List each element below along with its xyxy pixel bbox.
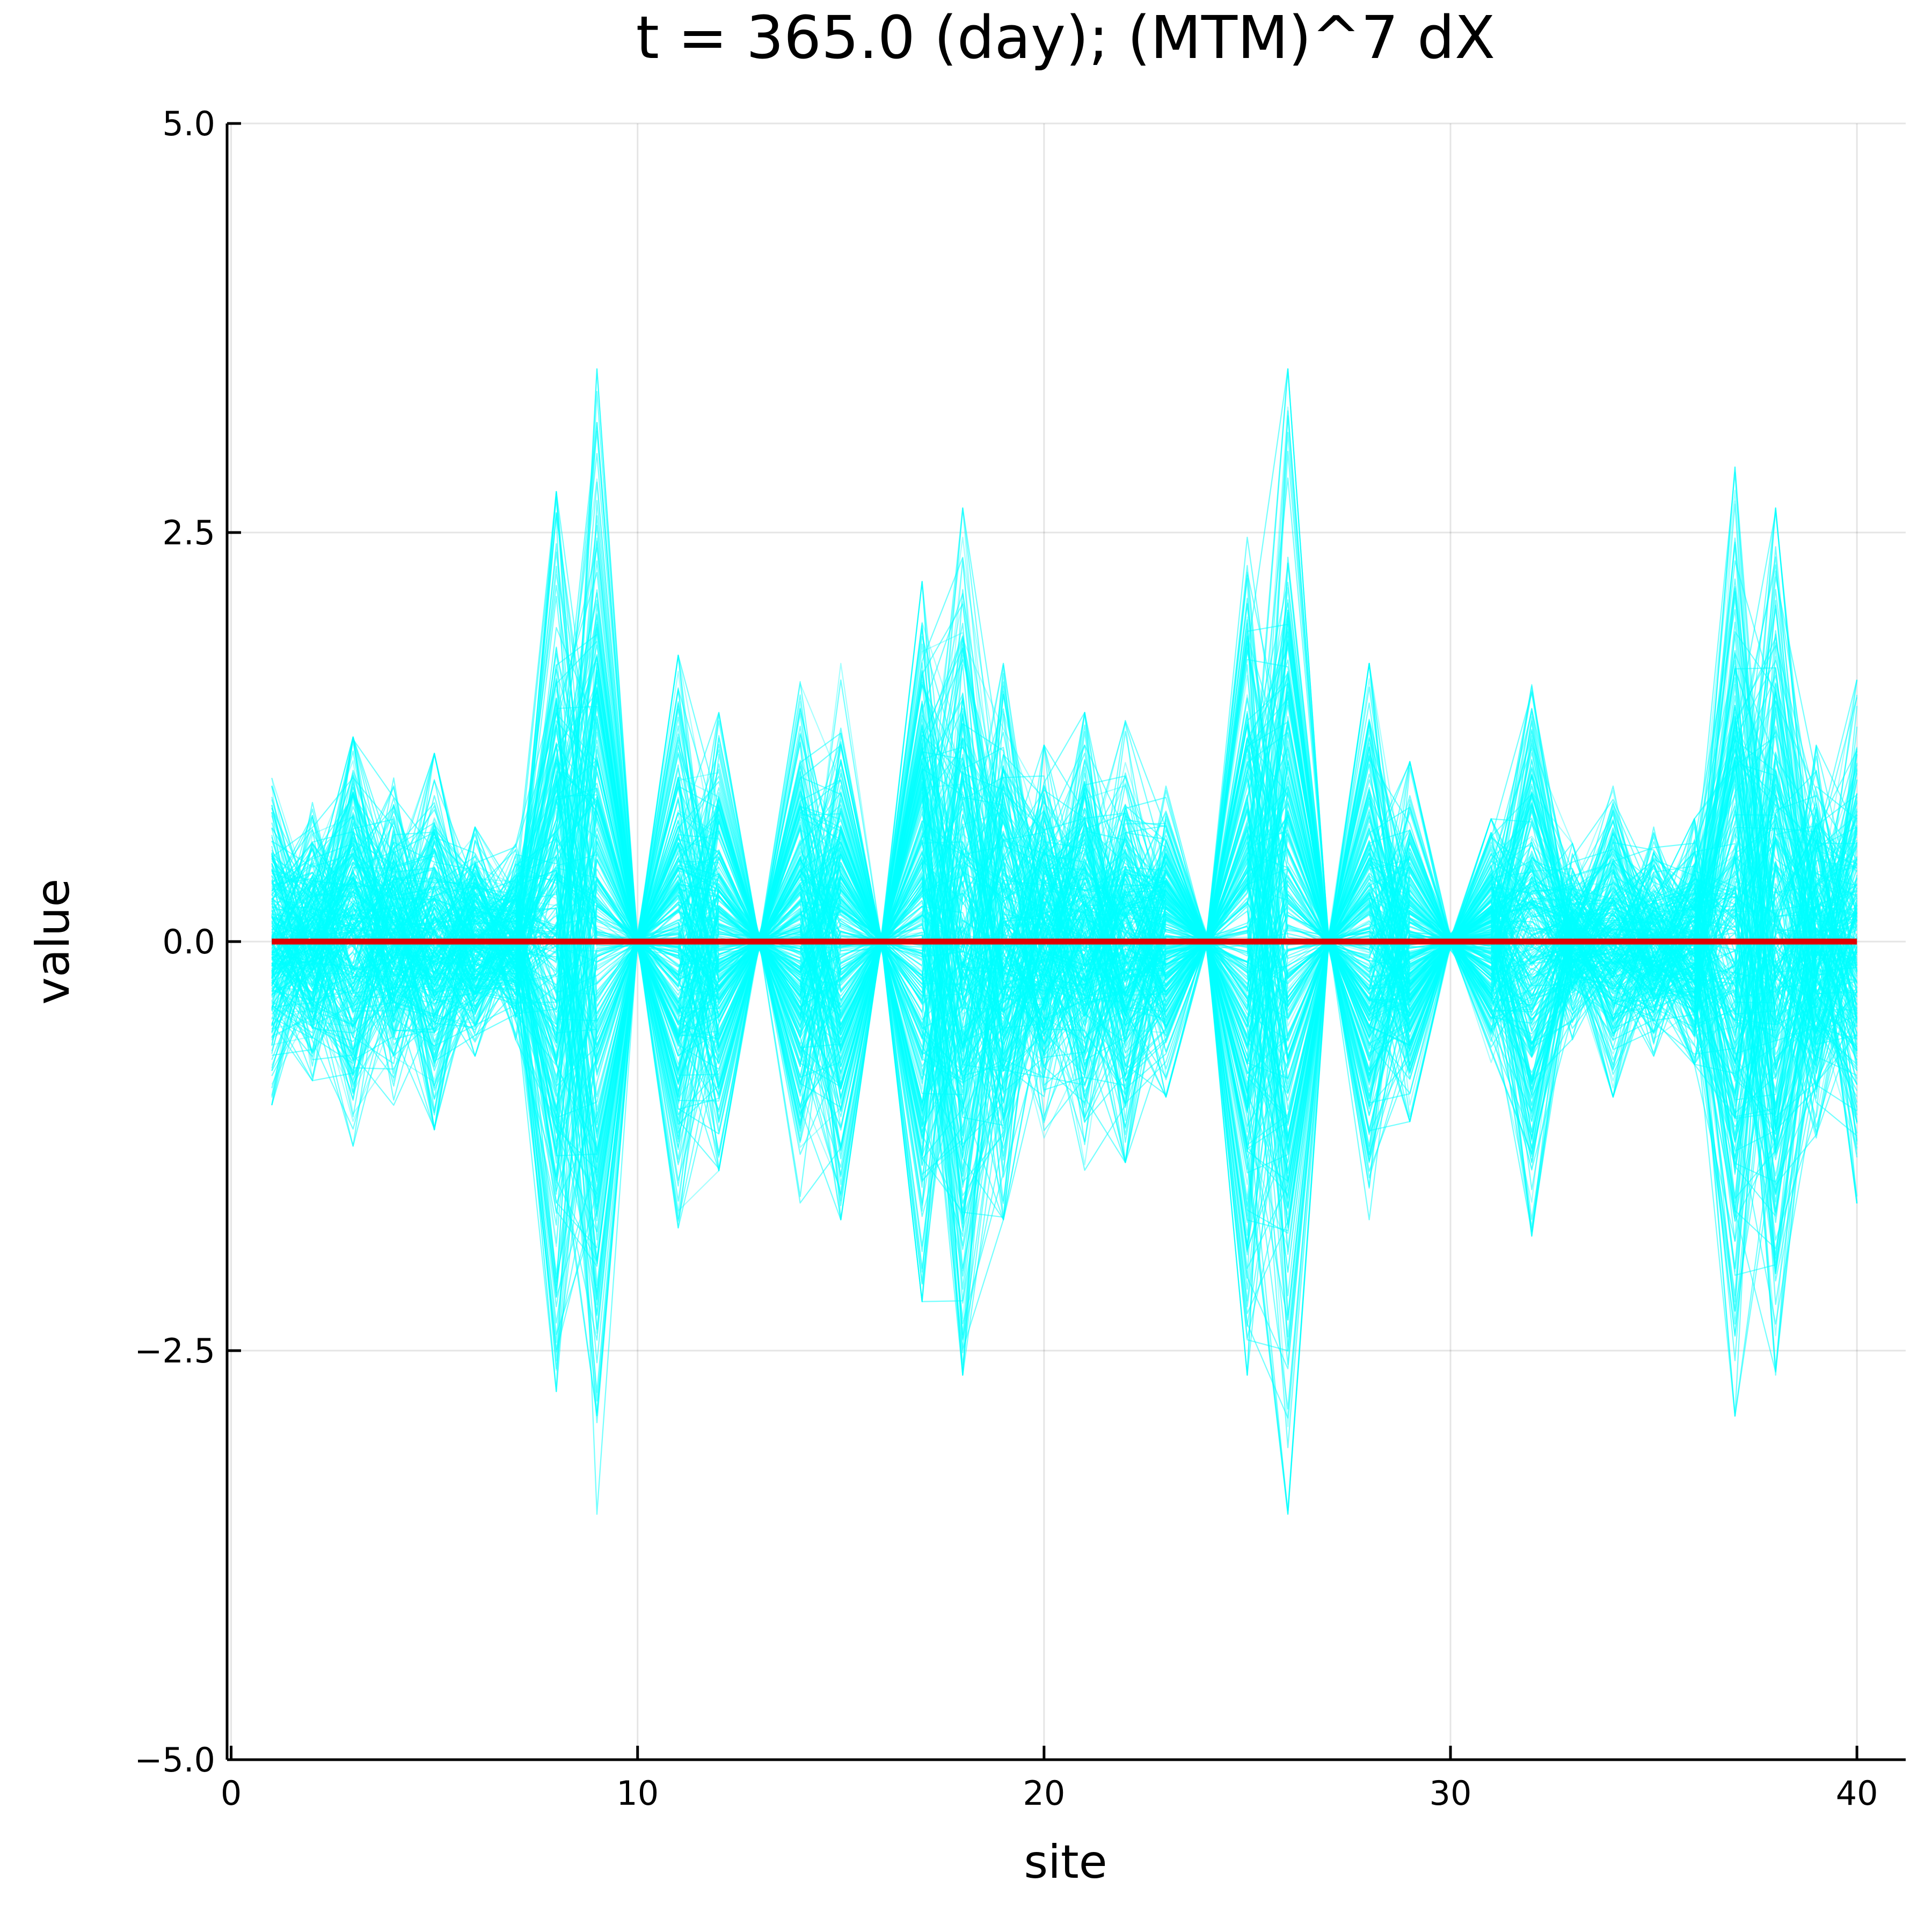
- ensemble-member-line: [271, 669, 1858, 1246]
- plot-area: [271, 368, 1858, 1515]
- y-tick-label: 5.0: [162, 104, 215, 143]
- ensemble-member-line: [271, 589, 1858, 1157]
- x-tick-label: 0: [221, 1774, 242, 1813]
- ensemble-member-line: [271, 491, 1858, 1252]
- y-tick-label: −5.0: [134, 1740, 215, 1780]
- x-tick-label: 30: [1430, 1774, 1472, 1813]
- ensemble-member-line: [271, 647, 1858, 1448]
- ensemble-member-line: [271, 697, 1858, 1267]
- ensemble-member-line: [271, 671, 1858, 1155]
- x-axis-label: site: [1024, 1835, 1107, 1889]
- ensemble-member-line: [271, 604, 1858, 1142]
- y-tick-label: 2.5: [162, 513, 215, 552]
- x-tick-label: 40: [1836, 1774, 1878, 1813]
- x-ticks: 0 10 20 30 40: [221, 1746, 1878, 1813]
- ensemble-member-line: [271, 683, 1858, 1213]
- ensemble-member-line: [271, 738, 1858, 1416]
- ensemble-member-line: [271, 619, 1858, 1264]
- ensemble-member-line: [271, 565, 1858, 1312]
- chart-title: t = 365.0 (day); (MTM)^7 dX: [636, 3, 1495, 72]
- ensemble-member-line: [271, 662, 1858, 1308]
- ensemble-member-line: [272, 524, 1858, 1069]
- x-tick-label: 20: [1023, 1774, 1065, 1813]
- ensemble-member-line: [271, 716, 1858, 1150]
- ensemble-member-line: [271, 623, 1858, 1177]
- ensemble-member-line: [272, 766, 1858, 1150]
- y-axis-label: value: [26, 879, 80, 1005]
- ensemble-member-line: [271, 694, 1858, 1163]
- ensemble-member-line: [271, 684, 1857, 1134]
- y-tick-label: −2.5: [134, 1331, 215, 1370]
- ensemble-member-line: [271, 574, 1858, 1163]
- ensemble-member-line: [271, 616, 1858, 1229]
- ensemble-member-line: [271, 647, 1858, 1177]
- ensemble-member-line: [271, 391, 1858, 1365]
- x-tick-label: 10: [616, 1774, 659, 1813]
- ensemble-member-line: [272, 640, 1857, 1186]
- y-ticks: −5.0 −2.5 0.0 2.5 5.0: [134, 104, 241, 1780]
- ensemble-member-line: [271, 775, 1857, 1237]
- ensemble-member-line: [271, 490, 1858, 1248]
- ensemble-member-line: [271, 662, 1858, 1085]
- y-tick-label: 0.0: [162, 922, 215, 961]
- ensemble-member-line: [271, 697, 1858, 1178]
